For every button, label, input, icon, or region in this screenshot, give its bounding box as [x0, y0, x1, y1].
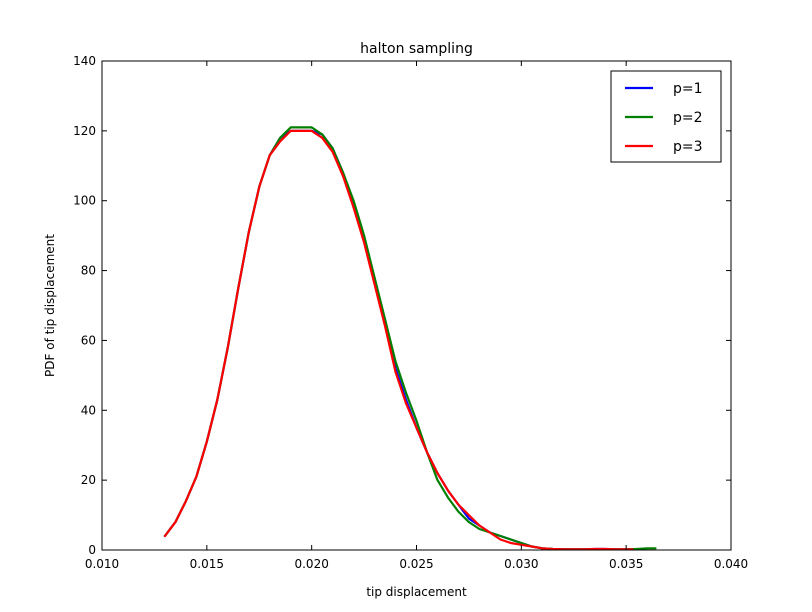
series-line-1 [165, 131, 633, 549]
x-tick-label: 0.010 [85, 557, 119, 571]
legend: p=1 p=2 p=3 [611, 71, 721, 162]
legend-label: p=2 [673, 110, 703, 126]
y-tick-label: 0 [88, 543, 96, 557]
x-tick-label: 0.020 [294, 557, 328, 571]
y-tick-label: 120 [73, 124, 96, 138]
plot-lines [165, 127, 656, 549]
x-tick-label: 0.015 [190, 557, 224, 571]
series-line-3 [165, 131, 633, 549]
y-tick-label: 80 [81, 264, 96, 278]
x-axis-label: tip displacement [366, 585, 467, 599]
y-tick-label: 140 [73, 54, 96, 68]
y-tick-label: 60 [81, 333, 96, 347]
x-tick-label: 0.030 [504, 557, 538, 571]
legend-label: p=3 [673, 139, 703, 155]
x-tick-label: 0.025 [399, 557, 433, 571]
y-tick-label: 40 [81, 403, 96, 417]
x-tick-label: 0.035 [609, 557, 643, 571]
y-tick-label: 20 [81, 473, 96, 487]
x-tick-label: 0.040 [714, 557, 748, 571]
legend-label: p=1 [673, 81, 703, 97]
series-line-2 [165, 127, 656, 549]
chart-title: halton sampling [360, 41, 473, 57]
y-tick-label: 100 [73, 194, 96, 208]
y-axis-label: PDF of tip displacement [43, 234, 57, 377]
